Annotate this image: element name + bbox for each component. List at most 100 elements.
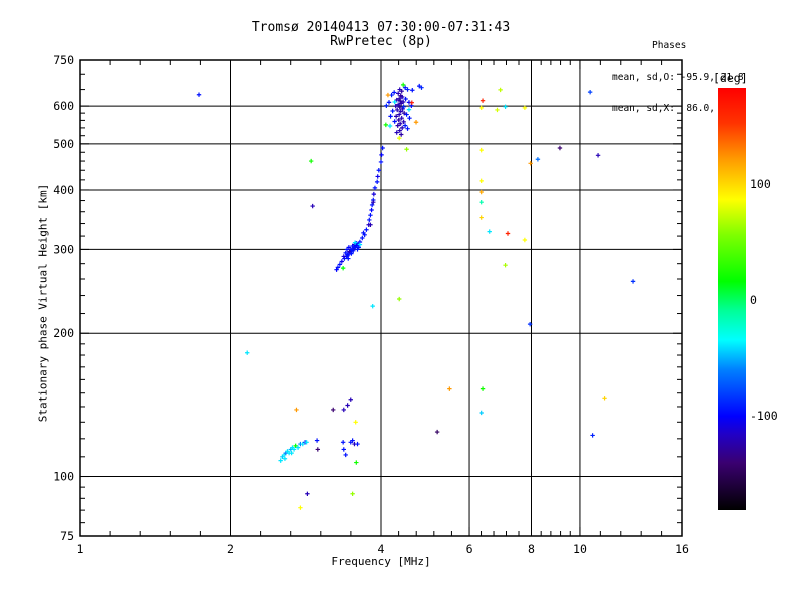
data-point	[369, 202, 375, 208]
data-point	[480, 386, 486, 391]
data-point	[354, 460, 359, 465]
data-point	[409, 100, 415, 105]
data-point	[434, 429, 440, 435]
data-point	[405, 87, 410, 92]
data-point	[590, 433, 595, 438]
data-point	[355, 247, 360, 252]
data-point	[379, 152, 384, 158]
data-point	[395, 107, 400, 113]
y-tick-label: 100	[53, 470, 74, 484]
data-point	[298, 505, 303, 510]
y-tick-label: 750	[53, 53, 74, 67]
x-tick-label: 1	[77, 542, 84, 556]
data-point	[487, 229, 492, 234]
data-point	[400, 82, 406, 88]
x-tick-label: 16	[675, 542, 689, 556]
data-point	[384, 103, 389, 108]
grid-lines	[80, 60, 682, 536]
data-point	[402, 85, 408, 90]
x-tick-label: 4	[378, 542, 385, 556]
data-point	[405, 126, 410, 131]
data-point	[378, 159, 384, 165]
data-point	[503, 262, 508, 268]
x-tick-label: 2	[227, 542, 234, 556]
data-point	[349, 251, 354, 256]
data-point	[557, 145, 563, 151]
data-point	[361, 230, 366, 236]
phase-colorbar	[718, 88, 746, 510]
data-point	[399, 94, 405, 100]
data-point	[380, 145, 385, 151]
data-point	[396, 91, 401, 96]
data-point	[447, 386, 452, 391]
data-point	[351, 248, 356, 254]
data-point	[348, 397, 353, 402]
data-point	[334, 267, 339, 272]
data-point	[368, 222, 373, 227]
data-point	[293, 443, 298, 449]
data-point	[398, 121, 403, 126]
data-point	[528, 161, 533, 166]
colorbar-tick-100: 100	[750, 177, 771, 191]
data-point	[295, 445, 301, 450]
data-point	[397, 96, 402, 101]
data-point	[404, 112, 409, 117]
data-point	[398, 109, 403, 114]
data-point	[522, 105, 528, 111]
data-point	[367, 217, 372, 223]
data-point	[350, 491, 355, 496]
data-point	[595, 153, 601, 158]
data-point	[342, 256, 347, 261]
data-point	[353, 420, 358, 425]
data-point	[407, 115, 412, 121]
colorbar-unit-label: [deg]	[713, 71, 748, 85]
data-point	[294, 407, 299, 413]
data-point	[352, 240, 358, 245]
data-point	[393, 114, 399, 119]
x-tick-label: 8	[528, 542, 535, 556]
data-point	[630, 279, 636, 284]
y-tick-label: 300	[53, 242, 74, 256]
data-point	[350, 438, 355, 443]
y-axis-label: Stationary phase Virtual Height [km]	[36, 183, 50, 423]
data-point	[390, 108, 395, 114]
data-point	[479, 178, 484, 184]
data-point	[397, 112, 402, 117]
data-point	[308, 158, 314, 164]
data-point	[399, 115, 404, 121]
data-point	[479, 199, 484, 205]
y-tick-label: 500	[53, 137, 74, 151]
data-point	[587, 89, 593, 95]
y-tick-label: 400	[53, 183, 74, 197]
data-point	[479, 189, 484, 195]
data-point	[419, 85, 424, 90]
data-point	[371, 199, 376, 205]
data-point	[479, 147, 484, 153]
data-point	[398, 98, 403, 104]
colorbar-tick-0: 0	[750, 293, 757, 307]
data-point	[392, 99, 397, 105]
data-point	[355, 441, 360, 447]
data-point	[399, 125, 405, 131]
data-point	[393, 103, 398, 109]
data-point	[399, 132, 404, 137]
data-point	[479, 410, 484, 416]
data-point	[387, 123, 393, 129]
data-point	[374, 179, 380, 185]
data-point	[341, 447, 346, 452]
data-point	[337, 262, 343, 267]
data-point	[399, 88, 404, 94]
data-point	[345, 403, 350, 408]
data-point	[397, 128, 402, 133]
y-tick-label: 600	[53, 99, 74, 113]
data-point	[304, 440, 309, 445]
data-point	[602, 396, 607, 401]
x-axis-label: Frequency [MHz]	[331, 555, 431, 568]
data-point	[346, 256, 351, 261]
data-point	[392, 119, 397, 124]
x-tick-label: 6	[466, 542, 473, 556]
data-point	[340, 265, 346, 271]
data-point	[383, 122, 389, 128]
